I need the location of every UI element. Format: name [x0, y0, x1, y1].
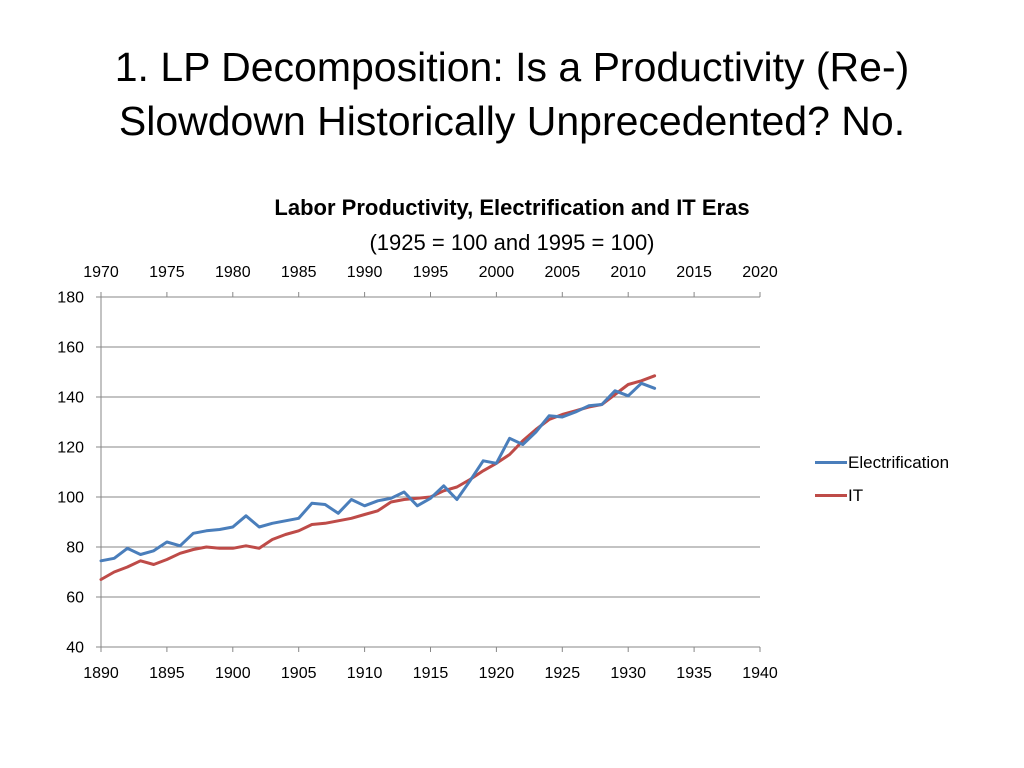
y-tick-label-80: 80	[66, 540, 84, 557]
x-bottom-tick-label-1940: 1940	[742, 665, 778, 682]
x-bottom-tick-label-1915: 1915	[413, 665, 449, 682]
x-bottom-tick-label-1935: 1935	[676, 665, 712, 682]
chart-title: Labor Productivity, Electrification and …	[274, 195, 750, 220]
x-top-tick-label-2000: 2000	[479, 264, 515, 281]
x-top-tick-label-1995: 1995	[413, 264, 449, 281]
x-top-tick-label-2020: 2020	[742, 264, 778, 281]
legend-label-electrification: Electrification	[848, 452, 950, 472]
x-top-tick-label-2010: 2010	[610, 264, 646, 281]
y-tick-label-100: 100	[57, 490, 84, 507]
legend-swatch-electrification	[815, 461, 847, 464]
legend: Electrification IT	[815, 446, 949, 512]
series-line-it	[99, 374, 657, 581]
legend-item-it: IT	[815, 479, 949, 512]
y-tick-label-60: 60	[66, 590, 84, 607]
y-tick-label-40: 40	[66, 640, 84, 657]
chart-subtitle: (1925 = 100 and 1995 = 100)	[369, 230, 655, 255]
legend-item-electrification: Electrification	[815, 446, 949, 479]
x-top-tick-label-2005: 2005	[545, 264, 581, 281]
slide-title-line-2: Slowdown Historically Unprecedented? No.	[118, 98, 906, 144]
legend-label-it: IT	[848, 485, 864, 505]
legend-swatch-it	[815, 494, 847, 497]
y-tick-label-180: 180	[57, 290, 84, 307]
x-top-tick-label-1975: 1975	[149, 264, 185, 281]
x-bottom-tick-label-1930: 1930	[610, 665, 646, 682]
slide-title-line-1: 1. LP Decomposition: Is a Productivity (…	[114, 44, 910, 90]
x-top-tick-label-1985: 1985	[281, 264, 317, 281]
x-bottom-tick-label-1895: 1895	[149, 665, 185, 682]
x-bottom-tick-label-1910: 1910	[347, 665, 383, 682]
series-line-electrification	[99, 381, 657, 563]
x-bottom-tick-label-1925: 1925	[545, 665, 581, 682]
y-tick-label-120: 120	[57, 440, 84, 457]
x-top-tick-label-1970: 1970	[83, 264, 119, 281]
x-top-tick-label-1990: 1990	[347, 264, 383, 281]
x-bottom-tick-label-1920: 1920	[479, 665, 515, 682]
x-bottom-tick-label-1900: 1900	[215, 665, 251, 682]
x-bottom-tick-label-1890: 1890	[83, 665, 119, 682]
x-top-tick-label-2015: 2015	[676, 264, 712, 281]
y-tick-label-140: 140	[57, 390, 84, 407]
x-top-tick-label-1980: 1980	[215, 264, 251, 281]
slide-title: 1. LP Decomposition: Is a Productivity (…	[0, 40, 1024, 148]
y-tick-label-160: 160	[57, 340, 84, 357]
x-bottom-tick-label-1905: 1905	[281, 665, 317, 682]
